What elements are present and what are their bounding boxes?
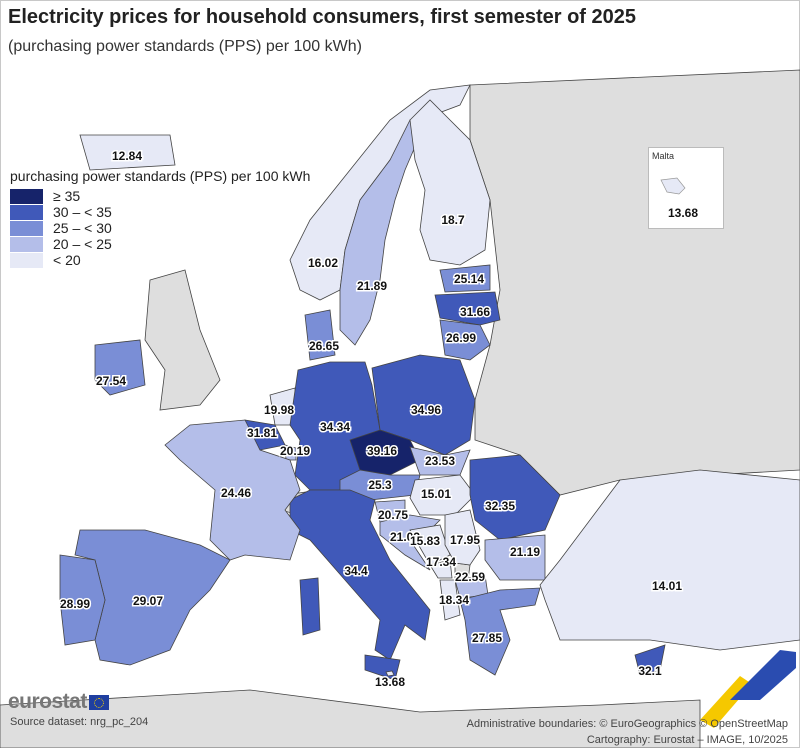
- value-label-es: 29.07: [133, 594, 163, 608]
- value-label-lu: 20.19: [280, 444, 310, 458]
- legend-item: ≥ 35: [10, 188, 310, 204]
- value-label-tr: 14.01: [652, 579, 682, 593]
- legend-item: 25 – < 30: [10, 220, 310, 236]
- value-label-pt: 28.99: [60, 597, 90, 611]
- country-lt: [439, 319, 491, 361]
- value-label-el: 27.85: [472, 631, 502, 645]
- non-eu-land-uk: [144, 269, 221, 411]
- value-label-hr: 21.03: [390, 530, 420, 544]
- country-rs: [444, 509, 481, 566]
- country-bg: [484, 534, 546, 581]
- country-me: [429, 559, 453, 579]
- legend-swatch: [10, 252, 43, 268]
- map-subtitle: (purchasing power standards (PPS) per 10…: [8, 38, 362, 55]
- value-label-ro: 32.35: [485, 499, 515, 513]
- value-label-ba: 15.83: [410, 534, 440, 548]
- legend-label: ≥ 35: [53, 188, 81, 204]
- legend-swatch: [10, 204, 43, 220]
- legend: purchasing power standards (PPS) per 100…: [10, 168, 310, 268]
- corner-decoration: [700, 650, 796, 728]
- value-label-fr: 24.46: [221, 486, 251, 500]
- legend-label: 30 – < 35: [53, 204, 112, 220]
- value-label-dk: 26.65: [309, 339, 339, 353]
- value-label-al: 18.34: [439, 593, 469, 607]
- value-label-it: 34.4: [344, 564, 368, 578]
- value-label-me: 17.34: [426, 555, 456, 569]
- value-label-ie: 27.54: [96, 374, 126, 388]
- country-it-island: [299, 577, 321, 636]
- country-fi: [409, 99, 491, 266]
- legend-item: 20 – < 25: [10, 236, 310, 252]
- map-title: Electricity prices for household consume…: [8, 6, 637, 28]
- value-label-is: 12.84: [112, 149, 142, 163]
- value-label-mk: 22.59: [455, 570, 485, 584]
- non-eu-land-africa: [0, 689, 701, 748]
- legend-item: 30 – < 35: [10, 204, 310, 220]
- value-label-fi: 18.7: [441, 213, 465, 227]
- eu-flag-icon: [88, 694, 109, 710]
- boundaries-credit: Administrative boundaries: © EuroGeograp…: [466, 718, 788, 730]
- legend-swatch: [10, 220, 43, 236]
- value-label-hu: 15.01: [421, 487, 451, 501]
- country-lu: [284, 444, 297, 461]
- legend-label: < 20: [53, 252, 81, 268]
- country-dk: [304, 309, 336, 361]
- country-se: [339, 119, 421, 346]
- value-label-at: 25.3: [368, 478, 392, 492]
- country-ie: [94, 339, 146, 396]
- logo-text: eurostat: [8, 690, 87, 713]
- value-label-lv: 31.66: [460, 305, 490, 319]
- malta-inset: Malta 13.68: [648, 147, 724, 229]
- country-el: [459, 587, 541, 676]
- country-lv: [434, 291, 501, 326]
- legend-label: 25 – < 30: [53, 220, 112, 236]
- country-tr: [539, 469, 800, 651]
- legend-title: purchasing power standards (PPS) per 100…: [10, 168, 311, 184]
- value-label-si: 20.75: [378, 508, 408, 522]
- value-label-lt: 26.99: [446, 331, 476, 345]
- value-label-pl: 34.96: [411, 403, 441, 417]
- value-label-sk: 23.53: [425, 454, 455, 468]
- country-ba: [409, 524, 451, 566]
- value-label-ee: 25.14: [454, 272, 484, 286]
- legend-swatch: [10, 188, 43, 204]
- country-it: [289, 489, 431, 661]
- source-note: Source dataset: nrg_pc_204: [10, 716, 149, 728]
- value-label-be: 31.81: [247, 426, 277, 440]
- value-label-cz: 39.16: [367, 444, 397, 458]
- value-label-bg: 21.19: [510, 545, 540, 559]
- legend-swatch: [10, 236, 43, 252]
- value-label-de: 34.34: [320, 420, 350, 434]
- country-al: [439, 579, 461, 621]
- legend-label: 20 – < 25: [53, 236, 112, 252]
- country-mt: [385, 670, 395, 677]
- credits: Administrative boundaries: © EuroGeograp…: [467, 716, 788, 748]
- country-is: [79, 134, 176, 171]
- value-label-cy: 32.1: [638, 664, 662, 678]
- country-sk: [409, 446, 471, 476]
- eurostat-logo: eurostat: [8, 690, 109, 714]
- non-eu-land-east: [469, 69, 800, 496]
- country-fr: [164, 419, 301, 561]
- inset-value: 13.68: [668, 206, 698, 220]
- country-pt: [59, 554, 106, 646]
- value-label-rs: 17.95: [450, 533, 480, 547]
- legend-item: < 20: [10, 252, 310, 268]
- country-cy: [634, 644, 666, 676]
- value-label-mt: 13.68: [375, 675, 405, 689]
- inset-name: Malta: [652, 151, 675, 161]
- country-ee: [439, 264, 491, 293]
- cartography-credit: Cartography: Eurostat – IMAGE, 10/2025: [586, 734, 788, 746]
- value-label-no: 16.02: [308, 256, 338, 270]
- value-label-se: 21.89: [357, 279, 387, 293]
- country-ro: [469, 454, 561, 541]
- value-label-nl: 19.98: [264, 403, 294, 417]
